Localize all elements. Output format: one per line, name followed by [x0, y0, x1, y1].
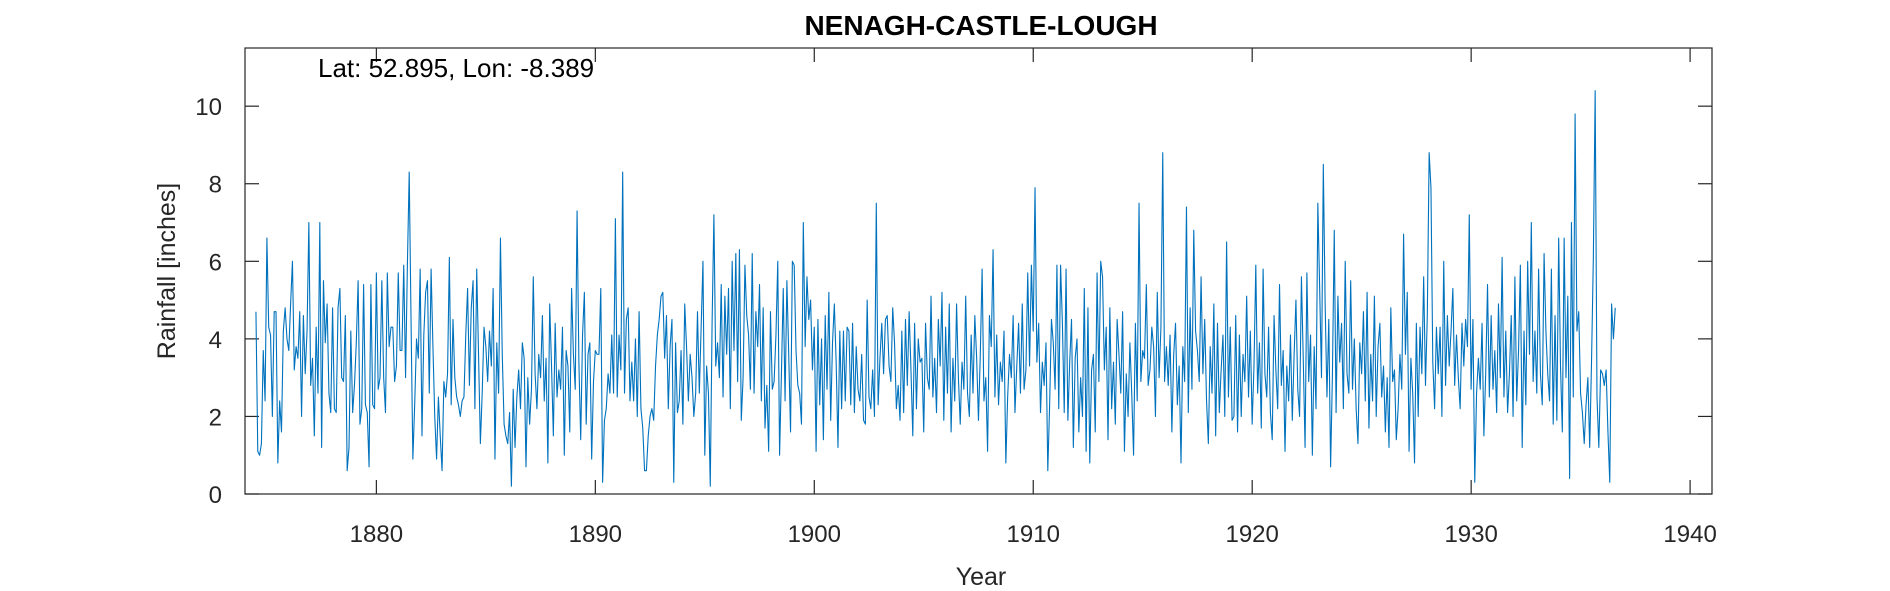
- y-tick-label: 8: [209, 172, 222, 199]
- x-tick-label: 1880: [350, 521, 403, 548]
- x-tick-label: 1930: [1444, 521, 1497, 548]
- series-group: [255, 90, 1616, 487]
- location-annotation: Lat: 52.895, Lon: -8.389: [318, 53, 594, 83]
- x-tick-label: 1920: [1225, 521, 1278, 548]
- x-axis-label: Year: [956, 563, 1007, 591]
- y-tick-label: 10: [195, 94, 222, 121]
- y-tick-label: 4: [209, 327, 222, 354]
- y-tick-label: 6: [209, 249, 222, 276]
- x-tick-label: 1890: [569, 521, 622, 548]
- x-tick-label: 1900: [788, 521, 841, 548]
- chart-title: NENAGH-CASTLE-LOUGH: [804, 10, 1157, 41]
- y-tick-label: 0: [209, 482, 222, 509]
- y-tick-label: 2: [209, 404, 222, 431]
- x-tick-label: 1940: [1663, 521, 1716, 548]
- x-tick-label: 1910: [1007, 521, 1060, 548]
- y-axis-label: Rainfall [inches]: [153, 183, 181, 359]
- x-axis: 1880 1890 1900 1910 1920 1930 1940: [350, 48, 1717, 548]
- y-axis: 0 2 4 6 8 10: [195, 94, 1712, 509]
- rainfall-series-line: [255, 90, 1616, 487]
- plot-area: [244, 47, 1713, 495]
